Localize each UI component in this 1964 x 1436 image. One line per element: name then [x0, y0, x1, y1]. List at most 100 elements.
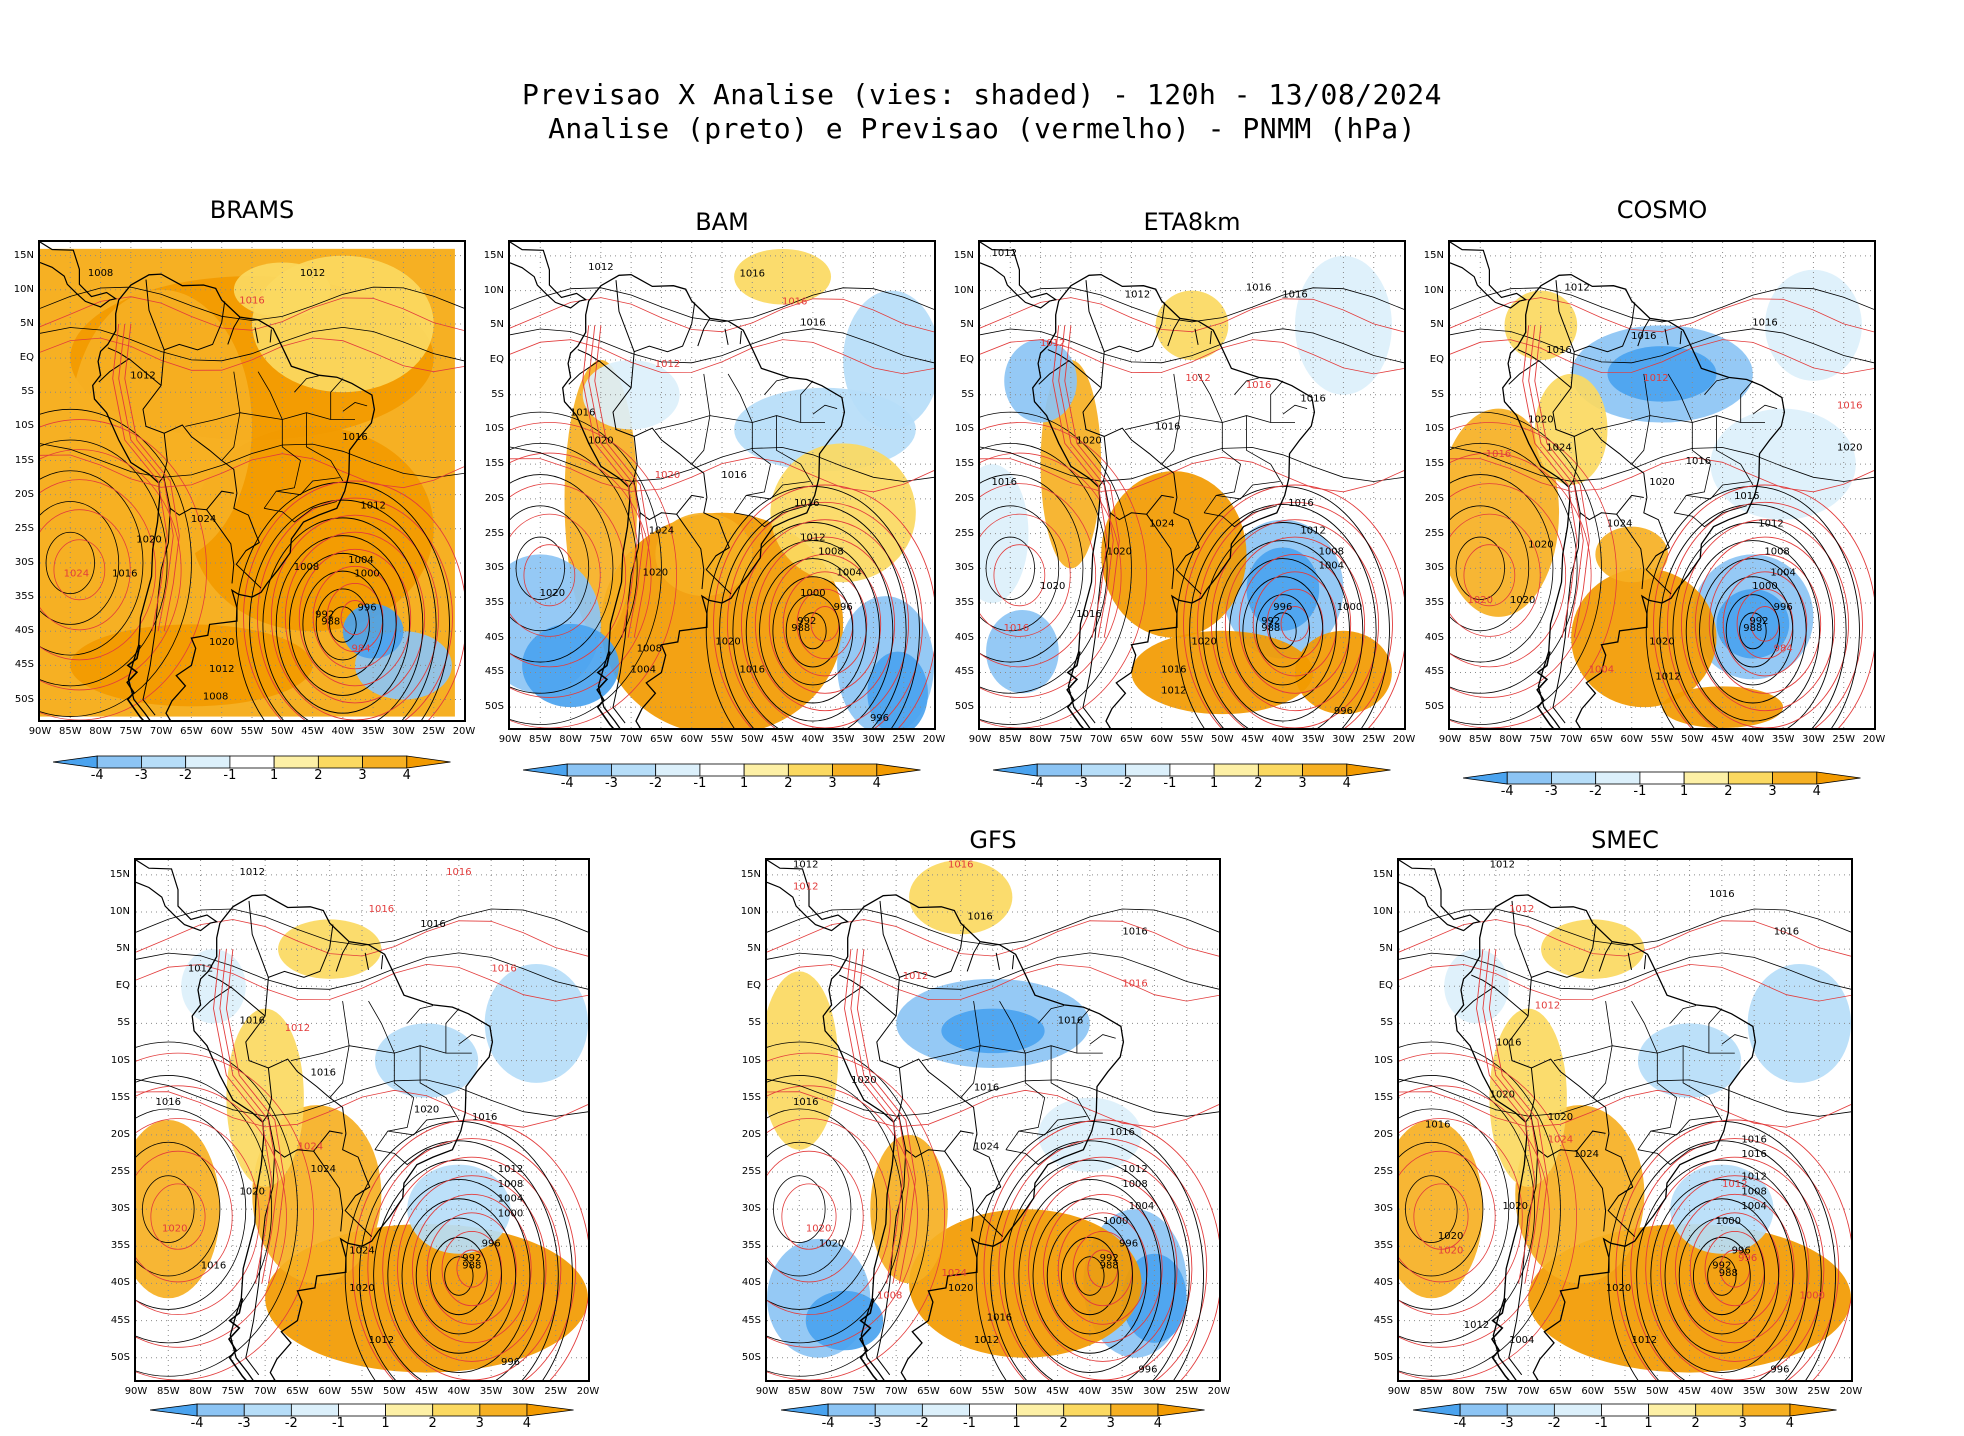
analysis-isobar-label: 1016: [311, 1067, 336, 1078]
colorbar-swatch: [1601, 1403, 1649, 1417]
colorbar-label: -3: [1544, 784, 1558, 799]
lat-tick-label: 10N: [953, 284, 974, 296]
lon-tick-label: 85W: [1419, 1386, 1443, 1397]
lon-tick-label: 50W: [1013, 1386, 1037, 1397]
bias-shading: [1155, 290, 1229, 361]
bias-shading: [233, 262, 331, 318]
analysis-isobar-label: 1016: [967, 911, 992, 922]
lat-tick-label: 15N: [13, 249, 34, 261]
analysis-isobar-label: 996: [870, 713, 889, 724]
analysis-isobar-label: 1004: [1770, 567, 1795, 578]
forecast-isobar-label: 1016: [446, 867, 471, 878]
lat-tick-label: EQ: [1429, 354, 1444, 366]
lat-tick-label: 35S: [954, 597, 974, 609]
lat-tick-label: 40S: [1424, 631, 1444, 643]
analysis-isobar-label: 1016: [1300, 394, 1325, 405]
analysis-isobar-label: 1004: [498, 1194, 523, 1205]
analysis-isobar-label: 1004: [1129, 1201, 1154, 1212]
lat-tick-label: 35S: [110, 1240, 130, 1252]
analysis-isobar-label: 1016: [1155, 421, 1180, 432]
analysis-isobar-label: 1020: [414, 1105, 439, 1116]
analysis-isobar-label: 1016: [472, 1112, 497, 1123]
colorbar-label: 1: [269, 768, 279, 783]
analysis-isobar-label: 1008: [294, 562, 319, 573]
lon-tick-label: 85W: [998, 734, 1022, 745]
colorbar: -4 -3 -2 -1 1 2 3 4: [1412, 1402, 1837, 1432]
lat-tick-label: 15S: [1424, 458, 1444, 470]
colorbar-label: 2: [1724, 784, 1733, 799]
analysis-isobar-label: 1012: [1122, 1164, 1147, 1175]
colorbar-swatch: [1695, 1403, 1744, 1417]
bias-shading: [70, 289, 252, 563]
lat-tick-label: 10S: [954, 423, 974, 435]
colorbar-swatch: [526, 1403, 574, 1417]
lat-tick-label: 5N: [1430, 319, 1444, 331]
analysis-isobar-label: 1012: [130, 371, 155, 382]
lat-tick-label: 30S: [1424, 562, 1444, 574]
lat-tick-label: 30S: [1373, 1203, 1393, 1215]
colorbar-label: -1: [223, 768, 237, 783]
analysis-isobar-label: 1012: [1758, 519, 1783, 530]
colorbar-swatch: [1639, 771, 1685, 785]
analysis-isobar-label: 996: [1770, 1365, 1789, 1376]
analysis-isobar-label: 1016: [800, 317, 825, 328]
colorbar-swatch: [969, 1403, 1017, 1417]
lon-tick-label: 25W: [892, 734, 916, 745]
forecast-isobar-label: 1024: [942, 1268, 967, 1279]
lat-tick-label: 50S: [110, 1351, 130, 1363]
colorbar-swatch: [780, 1403, 829, 1417]
analysis-isobar-label: 992: [315, 610, 334, 621]
colorbar-label: 4: [1785, 1416, 1795, 1431]
bias-shading: [278, 919, 382, 979]
colorbar-swatch: [832, 763, 878, 777]
analysis-isobar-label: 1000: [1337, 602, 1362, 613]
lon-tick-label: 70W: [884, 1386, 908, 1397]
forecast-isobar-label: 1024: [1548, 1134, 1573, 1145]
colorbar-swatch: [141, 755, 187, 769]
colorbar-label: 3: [358, 768, 367, 783]
lon-tick-label: 45W: [301, 726, 324, 737]
colorbar-label: 2: [1254, 776, 1263, 791]
analysis-isobar-label: 1000: [1103, 1216, 1128, 1227]
analysis-isobar-label: 1016: [1161, 664, 1186, 675]
bias-shading: [1716, 589, 1790, 659]
lat-tick-label: 5S: [1380, 1017, 1393, 1029]
analysis-isobar-label: 1020: [1528, 539, 1553, 550]
analysis-isobar-label: 1016: [1246, 283, 1271, 294]
colorbar-swatch: [1506, 771, 1552, 785]
lat-tick-label: 10S: [484, 423, 504, 435]
lat-tick-label: EQ: [1378, 980, 1393, 992]
bias-shading: [655, 512, 753, 597]
analysis-isobar-label: 1016: [1076, 609, 1101, 620]
forecast-isobar-label: 1020: [1468, 595, 1493, 606]
analysis-isobar-label: 1020: [349, 1283, 374, 1294]
colorbar: -4 -3 -2 -1 1 2 3 4: [522, 762, 921, 792]
analysis-isobar-label: 1024: [311, 1164, 336, 1175]
map-frame: 1012 1012 1016 1016 1012 1016 1020 1016 1020 1024…: [1397, 858, 1853, 1382]
colorbar-swatch: [1125, 763, 1171, 777]
analysis-isobar-label: 1004: [1319, 560, 1344, 571]
forecast-isobar-label: 1020: [1438, 1246, 1463, 1257]
analysis-isobar-label: 1020: [851, 1075, 876, 1086]
bias-shading: [1444, 949, 1509, 1024]
colorbar-swatch: [96, 755, 142, 769]
analysis-isobar-label: 1012: [1741, 1171, 1766, 1182]
lon-tick-label: 35W: [1110, 1386, 1134, 1397]
analysis-isobar-label: 1016: [793, 1097, 818, 1108]
lon-tick-label: 60W: [1620, 734, 1644, 745]
lon-tick-label: 40W: [447, 1386, 471, 1397]
analysis-isobar-label: 1000: [1752, 581, 1777, 592]
colorbar-label: -4: [821, 1416, 835, 1431]
colorbar-swatch: [406, 755, 451, 769]
colorbar-swatch: [522, 763, 568, 777]
lat-tick-label: EQ: [959, 354, 974, 366]
lon-tick-label: 20W: [1862, 734, 1886, 745]
lon-tick-label: 55W: [240, 726, 264, 737]
lon-tick-label: 55W: [981, 1386, 1005, 1397]
lat-tick-label: 10S: [14, 420, 34, 432]
colorbar-label: -2: [915, 1416, 929, 1431]
lon-tick-label: 85W: [528, 734, 552, 745]
bias-shading: [1101, 471, 1247, 638]
colorbar-label: -2: [284, 1416, 298, 1431]
bias-shading: [1541, 919, 1645, 979]
